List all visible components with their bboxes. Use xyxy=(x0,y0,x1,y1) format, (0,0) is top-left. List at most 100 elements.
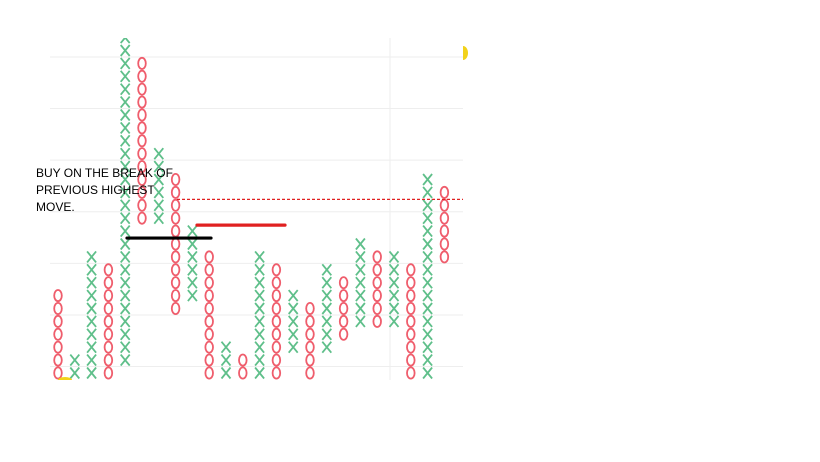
x-box xyxy=(321,263,332,276)
x-box xyxy=(187,225,198,238)
x-box xyxy=(422,237,433,251)
o-box xyxy=(204,250,214,264)
o-box xyxy=(406,353,416,367)
o-box xyxy=(137,108,147,122)
o-box xyxy=(406,263,416,277)
x-box xyxy=(254,289,265,302)
o-box xyxy=(338,289,349,303)
o-box xyxy=(170,250,181,264)
o-box xyxy=(406,276,416,290)
x-box xyxy=(254,354,265,367)
x-box xyxy=(153,186,164,199)
o-box xyxy=(439,224,450,238)
x-box xyxy=(422,250,433,263)
x-box xyxy=(120,44,131,57)
o-box xyxy=(271,276,282,290)
o-box xyxy=(439,211,450,225)
o-box xyxy=(439,250,450,264)
x-box xyxy=(422,302,433,315)
x-box xyxy=(422,186,433,199)
x-box xyxy=(321,276,332,289)
x-box xyxy=(86,263,97,276)
x-box xyxy=(254,315,265,328)
o-box xyxy=(204,289,214,303)
x-box xyxy=(120,57,131,70)
o-box xyxy=(271,301,282,315)
x-box xyxy=(422,225,433,238)
x-box xyxy=(153,147,164,160)
o-box xyxy=(204,340,214,354)
o-box xyxy=(137,82,147,96)
o-box xyxy=(170,276,181,290)
x-box xyxy=(220,354,232,367)
x-box xyxy=(153,160,164,173)
x-box xyxy=(187,289,198,302)
o-box xyxy=(53,289,63,303)
x-box xyxy=(120,83,131,96)
o-box xyxy=(53,353,63,367)
x-box xyxy=(120,70,131,83)
o-box xyxy=(53,340,63,354)
x-box xyxy=(86,315,97,328)
o-box xyxy=(170,198,181,212)
x-box xyxy=(422,328,433,341)
x-box xyxy=(120,250,131,263)
x-box xyxy=(321,302,332,315)
x-box xyxy=(288,328,299,341)
x-box xyxy=(422,341,433,354)
o-box xyxy=(137,147,147,161)
x-box xyxy=(388,289,400,302)
x-box xyxy=(120,96,131,109)
o-box xyxy=(372,301,382,315)
o-box xyxy=(204,327,214,341)
x-box xyxy=(388,302,400,315)
o-box xyxy=(204,276,214,290)
x-box xyxy=(321,289,332,302)
x-box xyxy=(120,341,131,354)
x-box xyxy=(153,212,164,225)
x-box xyxy=(388,315,400,328)
o-box xyxy=(170,185,181,199)
x-box xyxy=(422,354,433,367)
o-box xyxy=(372,314,382,328)
x-box xyxy=(86,341,97,354)
x-box xyxy=(422,263,433,276)
x-box xyxy=(355,302,366,315)
o-box xyxy=(238,353,248,367)
x-box xyxy=(120,276,131,289)
o-box xyxy=(271,263,282,277)
o-box xyxy=(406,327,416,341)
x-box xyxy=(120,38,131,44)
x-box xyxy=(120,212,131,225)
o-box xyxy=(137,121,147,135)
x-box xyxy=(388,250,400,263)
x-box xyxy=(422,315,433,328)
o-box xyxy=(170,263,181,277)
o-box xyxy=(137,134,147,148)
x-box xyxy=(120,147,131,160)
o-box xyxy=(406,340,416,354)
x-box xyxy=(321,341,332,354)
o-box xyxy=(204,301,214,315)
x-box xyxy=(422,212,433,225)
x-box xyxy=(187,276,198,289)
o-box xyxy=(305,366,315,380)
x-box xyxy=(86,328,97,341)
x-box xyxy=(120,173,131,186)
x-box xyxy=(120,121,131,134)
x-box xyxy=(69,366,80,380)
o-box xyxy=(53,301,63,315)
x-box xyxy=(120,263,131,276)
x-box xyxy=(288,302,299,315)
o-box xyxy=(204,263,214,277)
o-box xyxy=(103,366,114,380)
x-box xyxy=(254,263,265,276)
o-box xyxy=(271,340,282,354)
o-box xyxy=(103,353,114,367)
x-box xyxy=(355,263,366,276)
o-box xyxy=(103,263,114,277)
x-box xyxy=(254,276,265,289)
o-box xyxy=(53,366,63,380)
o-box xyxy=(305,301,315,315)
x-box xyxy=(321,328,332,341)
